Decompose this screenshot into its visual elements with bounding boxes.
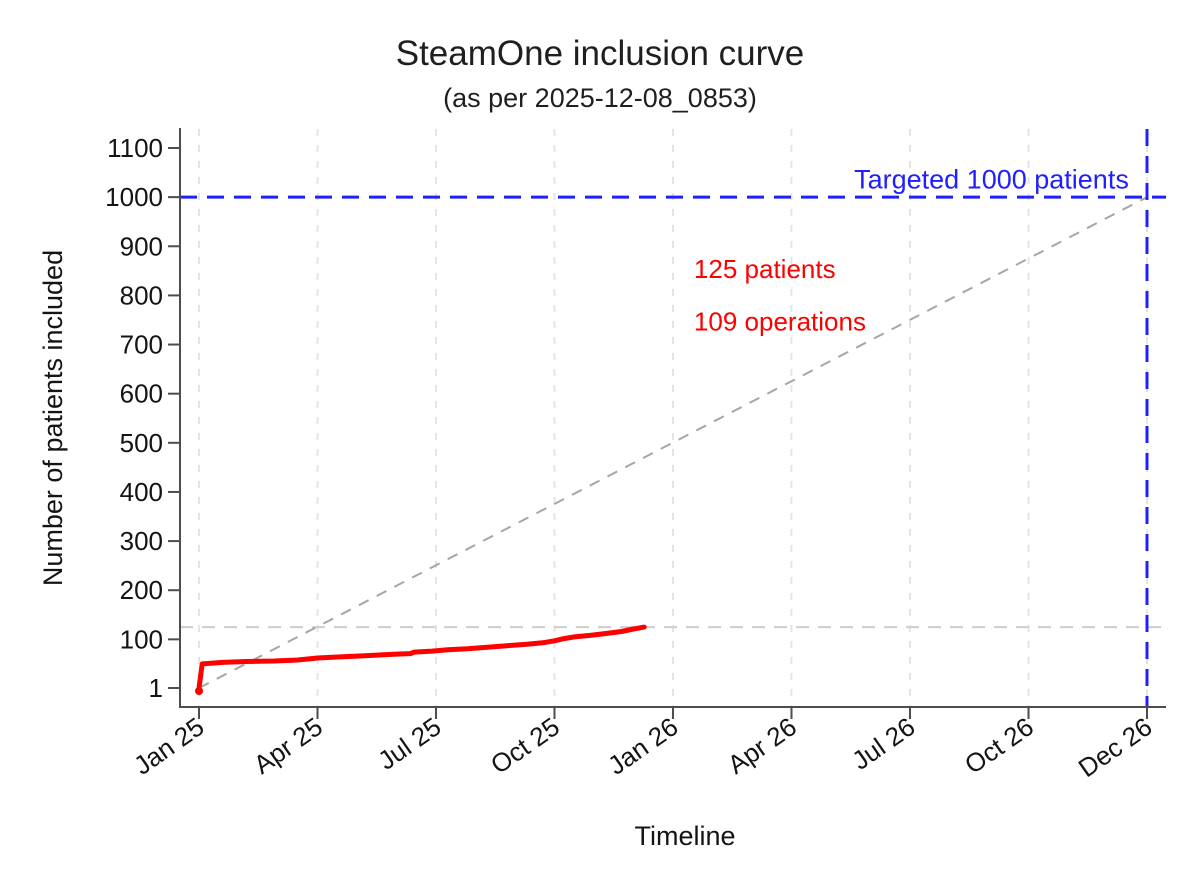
y-tick-label: 800 xyxy=(120,280,163,310)
x-tick-label: Jan 25 xyxy=(128,711,209,780)
y-axis-title: Number of patients included xyxy=(38,249,68,587)
x-axis-title: Timeline xyxy=(634,821,736,851)
cumulative-inclusions-start-marker xyxy=(195,687,203,695)
y-tick-label: 400 xyxy=(120,477,163,507)
x-tick-label: Jul 25 xyxy=(372,711,446,775)
x-tick-label: Oct 26 xyxy=(959,711,1039,780)
y-tick-label: 1 xyxy=(149,673,163,703)
x-tick-label: Jan 26 xyxy=(602,711,683,780)
chart-subtitle: (as per 2025-12-08_0853) xyxy=(443,83,757,113)
y-tick-label: 1000 xyxy=(105,182,163,212)
y-tick-label: 200 xyxy=(120,575,163,605)
y-tick-label: 600 xyxy=(120,379,163,409)
x-tick-label: Oct 25 xyxy=(485,711,565,780)
target-label: Targeted 1000 patients xyxy=(854,164,1129,194)
x-tick-label: Jul 26 xyxy=(846,711,920,775)
projection-diagonal xyxy=(198,196,1148,689)
operations-count-label: 109 operations xyxy=(694,306,866,336)
chart-title: SteamOne inclusion curve xyxy=(395,34,805,73)
patients-count-label: 125 patients xyxy=(694,254,836,284)
x-tick-label: Apr 25 xyxy=(248,711,328,780)
y-tick-label: 1100 xyxy=(107,133,163,163)
cumulative-inclusions-curve xyxy=(196,624,647,691)
y-tick-label: 100 xyxy=(120,624,163,654)
y-tick-label: 700 xyxy=(120,330,163,360)
y-tick-label: 900 xyxy=(120,231,163,261)
y-tick-label: 300 xyxy=(120,526,163,556)
y-tick-label: 500 xyxy=(120,428,163,458)
x-tick-label: Dec 26 xyxy=(1073,711,1158,783)
x-tick-label: Apr 26 xyxy=(722,711,802,780)
